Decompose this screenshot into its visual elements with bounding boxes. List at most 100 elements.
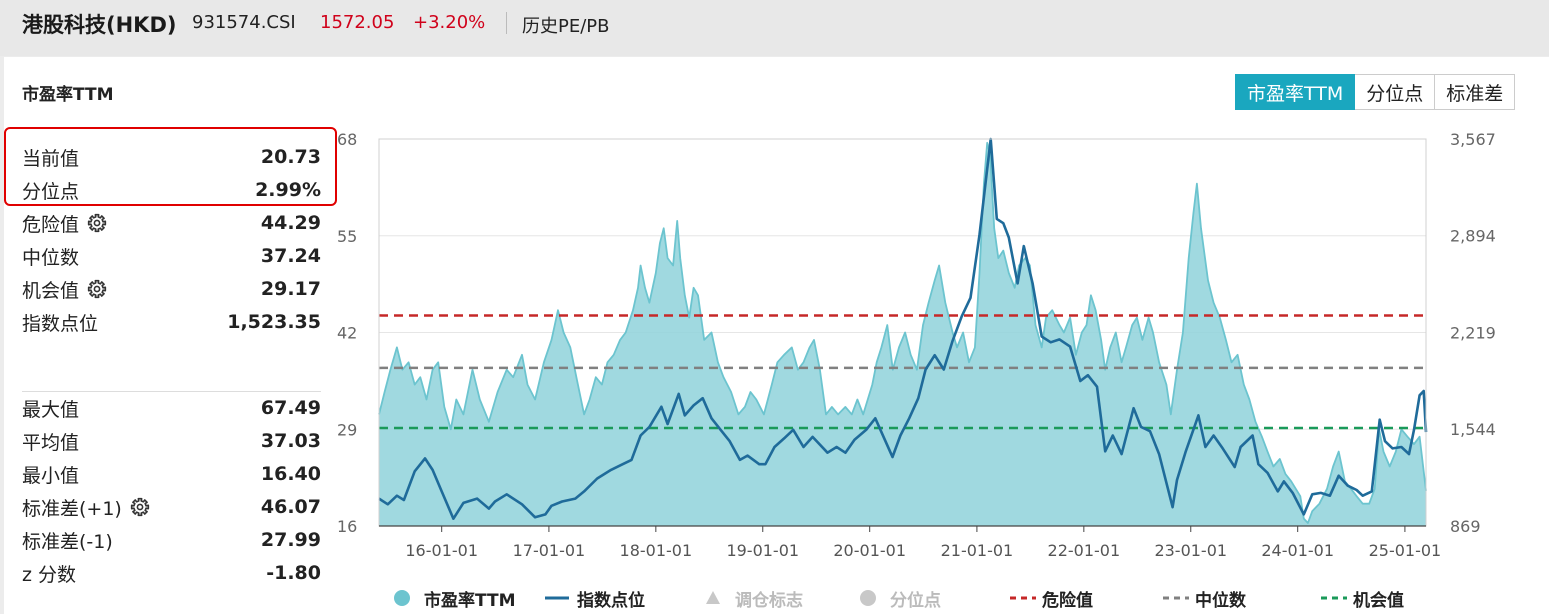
- legend-line-icon: [545, 596, 569, 600]
- x-tick-label: 22-01-01: [1048, 541, 1121, 560]
- legend-label: 市盈率TTM: [424, 590, 516, 611]
- pe-area: [379, 142, 1426, 527]
- x-tick-label: 24-01-01: [1261, 541, 1334, 560]
- stat-row: z 分数 -1.80: [22, 558, 321, 588]
- tab-std-dev[interactable]: 标准差: [1435, 74, 1516, 110]
- metric-title: 市盈率TTM: [22, 85, 114, 105]
- index-name: 港股科技(HKD): [22, 13, 177, 37]
- stat-value: 29.17: [260, 278, 321, 300]
- stat-row: 机会值 29.17: [22, 274, 321, 304]
- y-right-tick-label: 869: [1450, 517, 1481, 536]
- stat-value: 46.07: [260, 496, 321, 518]
- stat-label-wrap: 标准差(+1): [22, 494, 150, 521]
- stat-row: 中位数 37.24: [22, 241, 321, 271]
- stat-label-wrap: 当前值: [22, 144, 79, 171]
- legend-label: 分位点: [890, 590, 941, 611]
- stat-value: 1,523.35: [227, 311, 321, 333]
- legend-label: 危险值: [1042, 590, 1093, 611]
- highlight-box: [4, 127, 337, 206]
- stat-label: 最大值: [22, 398, 80, 421]
- stat-label-wrap: 分位点: [22, 177, 79, 204]
- index-change: +3.20%: [413, 12, 486, 33]
- legend-item[interactable]: 市盈率TTM: [392, 587, 516, 611]
- x-tick-label: 17-01-01: [513, 541, 586, 560]
- legend-dash-icon: [1163, 596, 1189, 600]
- legend-item[interactable]: 机会值: [1321, 587, 1404, 611]
- gear-icon[interactable]: [130, 497, 150, 517]
- stat-row: 指数点位 1,523.35: [22, 307, 321, 337]
- stat-label: 分位点: [22, 180, 80, 203]
- gear-icon[interactable]: [87, 279, 107, 299]
- pe-series-line: [378, 141, 1427, 524]
- stat-row: 标准差(-1) 27.99: [22, 525, 321, 555]
- legend-label: 机会值: [1353, 590, 1404, 611]
- stat-label: 中位数: [22, 246, 80, 269]
- legend-label: 指数点位: [577, 590, 645, 611]
- legend-label: 中位数: [1195, 590, 1246, 611]
- legend-item[interactable]: 危险值: [1010, 587, 1093, 611]
- stat-label: 最小值: [22, 464, 80, 487]
- tab-percentile[interactable]: 分位点: [1355, 74, 1436, 110]
- history-pe-pb-link[interactable]: 历史PE/PB: [522, 16, 610, 37]
- y-left-tick-label: 55: [337, 227, 357, 246]
- index-series-line: [378, 137, 1428, 520]
- stat-label: 标准差(-1): [22, 530, 113, 553]
- stat-value: 44.29: [260, 212, 321, 234]
- stat-label-wrap: 指数点位: [22, 309, 98, 336]
- tab-pe-ttm[interactable]: 市盈率TTM: [1235, 74, 1356, 110]
- y-left-tick-label: 42: [337, 324, 357, 343]
- header-divider: [506, 12, 507, 34]
- y-right-tick-label: 2,894: [1450, 227, 1496, 246]
- stat-row: 最小值 16.40: [22, 459, 321, 489]
- legend-circle-icon: [860, 590, 876, 606]
- stat-value: 27.99: [260, 529, 321, 551]
- x-tick-label: 20-01-01: [833, 541, 906, 560]
- stat-value: 37.03: [260, 430, 321, 452]
- legend-item[interactable]: 指数点位: [545, 587, 645, 611]
- x-tick-label: 18-01-01: [620, 541, 693, 560]
- stat-label: 当前值: [22, 147, 80, 170]
- stat-row: 当前值 20.73: [22, 142, 321, 172]
- x-tick-label: 21-01-01: [941, 541, 1014, 560]
- stat-label-wrap: 标准差(-1): [22, 527, 113, 554]
- legend-triangle-icon: [706, 591, 720, 604]
- stat-label: 指数点位: [22, 312, 99, 335]
- stat-label-wrap: 最小值: [22, 461, 79, 488]
- y-left-tick-label: 29: [337, 420, 357, 439]
- index-price: 1572.05: [320, 12, 395, 33]
- stats-divider: [22, 391, 321, 392]
- stat-row: 危险值 44.29: [22, 208, 321, 238]
- stat-label: 平均值: [22, 431, 80, 454]
- stat-value: 20.73: [260, 146, 321, 168]
- y-right-tick-label: 1,544: [1450, 420, 1496, 439]
- legend-item[interactable]: 中位数: [1163, 587, 1246, 611]
- legend-circle-icon: [394, 590, 410, 606]
- metric-tabs: 市盈率TTM 分位点 标准差: [1235, 74, 1516, 110]
- stat-row: 最大值 67.49: [22, 393, 321, 423]
- x-tick-label: 16-01-01: [405, 541, 478, 560]
- x-tick-label: 19-01-01: [726, 541, 799, 560]
- x-tick-label: 23-01-01: [1154, 541, 1227, 560]
- stat-value: -1.80: [266, 562, 321, 584]
- stat-label-wrap: z 分数: [22, 560, 76, 587]
- legend-item[interactable]: 分位点: [858, 587, 941, 611]
- stat-label-wrap: 中位数: [22, 243, 79, 270]
- stat-label-wrap: 最大值: [22, 395, 79, 422]
- gear-icon[interactable]: [87, 213, 107, 233]
- stat-label-wrap: 危险值: [22, 210, 107, 237]
- y-left-tick-label: 16: [337, 517, 357, 536]
- legend-dash-icon: [1321, 596, 1347, 600]
- stat-label: 标准差(+1): [22, 497, 122, 520]
- stat-label-wrap: 平均值: [22, 428, 79, 455]
- stat-label-wrap: 机会值: [22, 276, 107, 303]
- legend-item[interactable]: 调仓标志: [703, 587, 803, 611]
- stat-label: 危险值: [22, 213, 80, 236]
- legend-label: 调仓标志: [735, 590, 803, 611]
- stat-label: 机会值: [22, 279, 80, 302]
- y-right-tick-label: 3,567: [1450, 130, 1496, 149]
- y-right-tick-label: 2,219: [1450, 323, 1496, 342]
- stat-row: 分位点 2.99%: [22, 175, 321, 205]
- index-code: 931574.CSI: [192, 12, 296, 33]
- stat-value: 37.24: [260, 245, 321, 267]
